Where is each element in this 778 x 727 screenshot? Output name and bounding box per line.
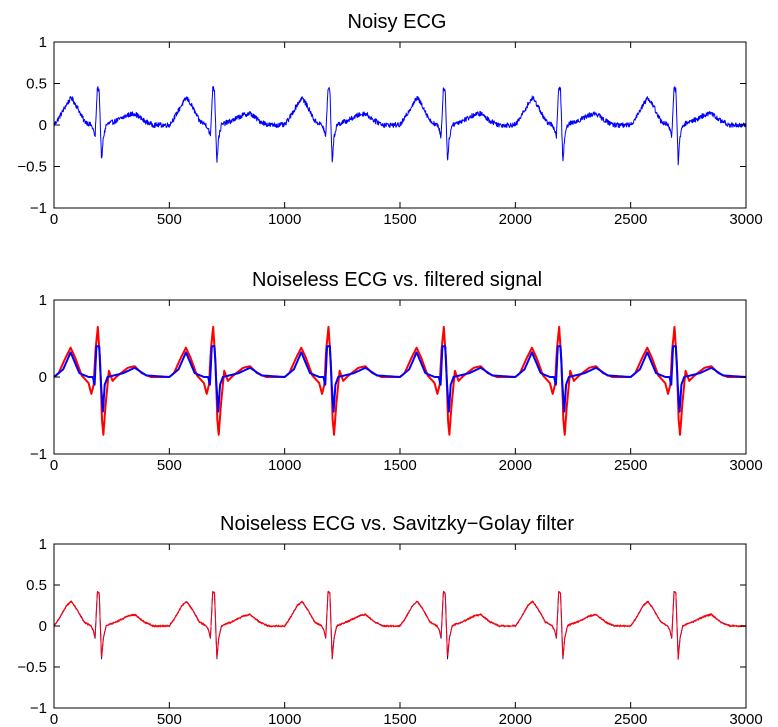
x-tick-label: 1500 [383,711,416,727]
x-tick-label: 0 [50,211,58,228]
x-tick-label: 2500 [614,711,647,727]
x-tick-label: 1500 [383,211,416,228]
x-tick-label: 1000 [268,711,301,727]
y-tick-label: 0 [39,369,47,386]
x-tick-label: 500 [157,711,182,727]
y-tick-label: −1 [30,700,47,717]
y-tick-label: 0.5 [26,76,47,93]
x-tick-label: 0 [50,711,58,727]
subplot-title: Noiseless ECG vs. Savitzky−Golay filter [220,513,574,535]
series-group [54,325,746,436]
series-line [54,345,746,413]
x-tick-label: 500 [157,211,182,228]
y-tick-label: 0 [39,618,47,635]
x-tick-label: 2500 [614,457,647,474]
y-tick-label: −0.5 [17,159,47,176]
series-line [54,325,746,436]
subplot-filtered-signal: Noiseless ECG vs. filtered signal 0 500 10… [30,269,763,474]
y-tick-label: 1 [39,34,47,51]
x-tick-label: 3000 [729,711,762,727]
x-tick-label: 3000 [729,211,762,228]
y-tick-label: −0.5 [17,659,47,676]
y-tick-label: 1 [39,536,47,553]
x-tick-label: 0 [50,457,58,474]
y-tick-label: 0.5 [26,577,47,594]
y-tick-label: −1 [30,200,47,217]
series-line [54,86,746,166]
x-tick-label: 2000 [499,211,532,228]
x-tick-label: 1000 [268,211,301,228]
y-tick-label: 0 [39,117,47,134]
subplot-noisy-ecg: Noisy ECG 0 500 1000 1500 2000 2500 3000 −1 −0.5… [17,11,762,228]
x-tick-label: 2500 [614,211,647,228]
x-tick-label: 3000 [729,457,762,474]
x-tick-label: 2000 [499,457,532,474]
y-tick-label: 1 [39,292,47,309]
series-group [54,86,746,166]
y-tick-label: −1 [30,446,47,463]
series-group [54,590,746,660]
x-tick-label: 500 [157,457,182,474]
x-tick-label: 2000 [499,711,532,727]
series-line [54,590,746,660]
subplot-title: Noisy ECG [348,11,447,33]
subplot-savitzky-golay: Noiseless ECG vs. Savitzky−Golay filter … [17,513,762,727]
x-tick-label: 1500 [383,457,416,474]
x-tick-label: 1000 [268,457,301,474]
subplot-title: Noiseless ECG vs. filtered signal [252,269,542,291]
